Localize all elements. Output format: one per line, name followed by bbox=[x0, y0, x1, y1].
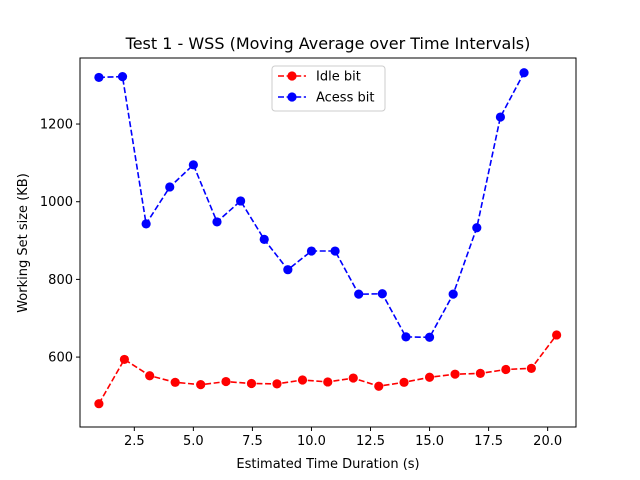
series-line bbox=[98, 334, 558, 405]
data-point bbox=[323, 377, 333, 387]
y-tick-label: 1200 bbox=[40, 118, 73, 133]
y-tick-label: 800 bbox=[48, 273, 73, 288]
legend-label: Idle bit bbox=[316, 70, 361, 85]
data-point bbox=[448, 289, 458, 299]
data-point bbox=[450, 369, 460, 379]
x-tick-label: 17.5 bbox=[474, 434, 503, 449]
series-line bbox=[98, 72, 525, 339]
data-point bbox=[272, 379, 282, 389]
y-tick-label: 1000 bbox=[40, 195, 73, 210]
x-axis-label: Estimated Time Duration (s) bbox=[236, 457, 419, 472]
series-2 bbox=[94, 68, 529, 342]
data-point bbox=[495, 112, 506, 122]
data-point bbox=[374, 381, 384, 391]
data-point bbox=[297, 375, 308, 385]
data-point bbox=[259, 234, 269, 244]
data-point bbox=[354, 289, 364, 299]
data-point bbox=[196, 380, 206, 390]
y-axis-label: Working Set size (KB) bbox=[16, 173, 31, 313]
data-point bbox=[401, 332, 411, 342]
data-point bbox=[246, 378, 257, 389]
data-point bbox=[94, 399, 104, 409]
data-point bbox=[306, 246, 317, 256]
x-tick-label: 12.5 bbox=[356, 434, 385, 449]
data-point bbox=[348, 373, 358, 383]
data-point bbox=[424, 372, 435, 382]
chart-title: Test 1 - WSS (Moving Average over Time I… bbox=[125, 34, 531, 53]
legend-marker bbox=[287, 71, 297, 81]
data-point bbox=[236, 196, 246, 206]
x-tick-label: 5.0 bbox=[183, 434, 204, 449]
x-tick-label: 15.0 bbox=[415, 434, 444, 449]
x-tick-label: 10.0 bbox=[297, 434, 326, 449]
data-point bbox=[221, 376, 231, 387]
data-point bbox=[119, 354, 130, 365]
data-point bbox=[212, 217, 222, 227]
data-point bbox=[188, 160, 198, 170]
data-point bbox=[399, 377, 409, 387]
legend-box bbox=[271, 65, 386, 112]
data-point bbox=[330, 246, 340, 256]
x-axis: 2.5 5.0 7.5 10.0 12.5 15.0 17.5 20.0 bbox=[124, 427, 562, 449]
x-tick-label: 2.5 bbox=[124, 434, 145, 449]
data-point bbox=[475, 368, 485, 378]
data-point bbox=[283, 265, 293, 275]
plot-area bbox=[79, 57, 577, 428]
y-axis: 600 800 1000 1200 bbox=[40, 118, 80, 366]
data-point bbox=[141, 219, 151, 229]
series-layer bbox=[94, 68, 562, 409]
y-tick-label: 600 bbox=[48, 351, 73, 366]
legend: Idle bit Acess bit bbox=[271, 65, 386, 112]
data-point bbox=[117, 72, 128, 82]
plot-frame bbox=[79, 57, 577, 428]
data-point bbox=[94, 72, 104, 83]
data-point bbox=[501, 364, 511, 375]
x-tick-label: 20.0 bbox=[533, 434, 562, 449]
legend-marker bbox=[287, 92, 297, 102]
legend-label: Acess bit bbox=[316, 91, 374, 106]
legend-entry: Idle bit bbox=[278, 70, 361, 85]
data-point bbox=[145, 371, 155, 381]
series-1 bbox=[94, 330, 562, 409]
data-point bbox=[552, 330, 562, 340]
data-point bbox=[424, 332, 435, 342]
data-point bbox=[165, 182, 175, 192]
legend-entry: Acess bit bbox=[278, 91, 374, 106]
data-point bbox=[519, 68, 529, 78]
x-tick-label: 7.5 bbox=[242, 434, 263, 449]
data-point bbox=[472, 223, 482, 233]
data-point bbox=[377, 289, 387, 299]
data-point bbox=[170, 377, 180, 387]
data-point bbox=[526, 363, 536, 373]
